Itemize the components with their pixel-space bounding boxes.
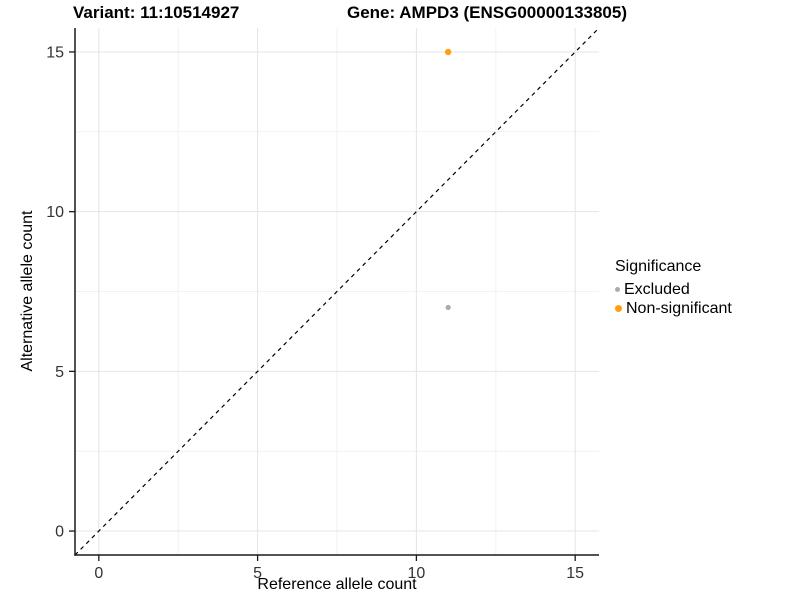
y-tick-label: 5: [55, 364, 64, 381]
x-tick-label: 10: [407, 565, 425, 582]
gene-title: Gene: AMPD3 (ENSG00000133805): [347, 3, 628, 22]
y-axis-title: Alternative allele count: [19, 210, 36, 372]
variant-title: Variant: 11:10514927: [73, 3, 240, 22]
x-axis-title: Reference allele count: [257, 576, 417, 593]
y-tick-label: 15: [46, 44, 64, 61]
non-significant-dot-icon: [615, 305, 622, 312]
legend-item-excluded: Excluded: [615, 280, 732, 299]
legend-item-label: Excluded: [624, 280, 690, 298]
legend: Significance Excluded Non-significant: [615, 258, 732, 318]
y-tick-label: 10: [46, 204, 64, 221]
legend-item-non-significant: Non-significant: [615, 299, 732, 318]
x-tick-label: 15: [566, 565, 584, 582]
y-tick-label: 0: [55, 524, 64, 541]
data-point-excluded: [445, 304, 451, 311]
data-point-non-significant: [444, 48, 452, 56]
legend-item-label: Non-significant: [626, 299, 732, 317]
x-tick-label: 5: [253, 565, 262, 582]
x-tick-label: 0: [94, 565, 103, 582]
legend-title: Significance: [615, 258, 702, 275]
identity-line: [74, 27, 600, 556]
excluded-dot-icon: [615, 287, 620, 292]
